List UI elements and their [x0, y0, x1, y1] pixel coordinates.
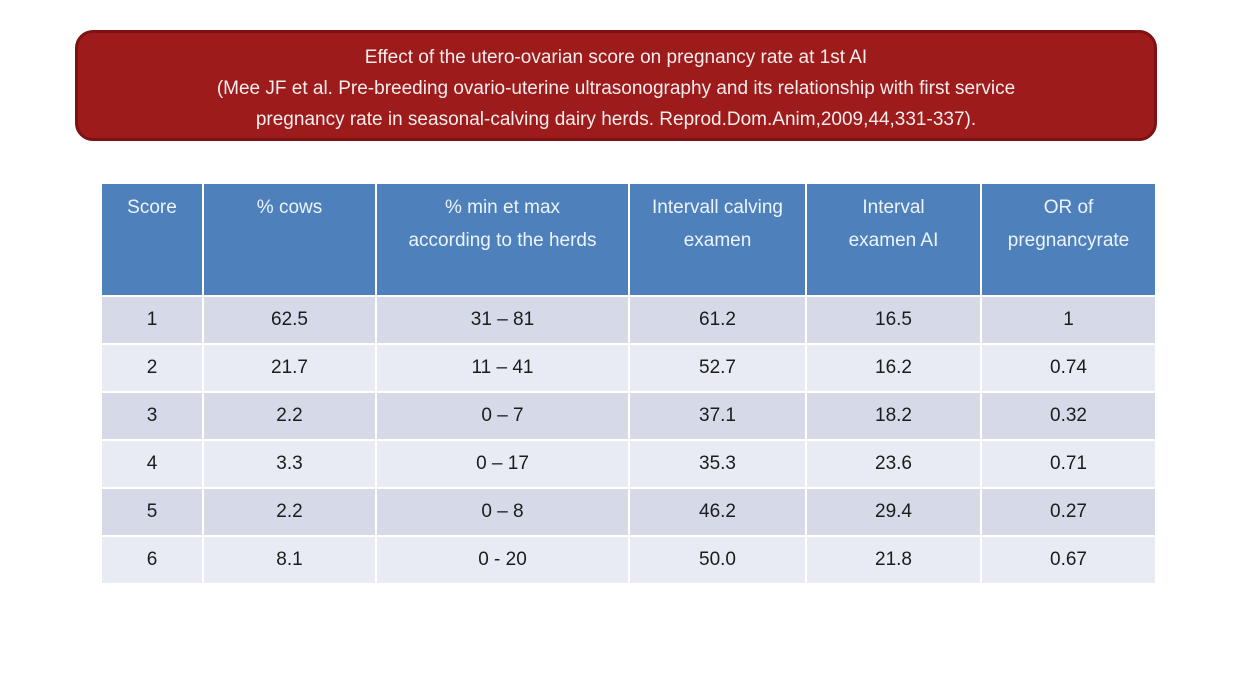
table-cell: 4: [100, 439, 204, 489]
table-cell: 6: [100, 535, 204, 585]
header-cell-interval-examen: Interval examen AI: [805, 182, 982, 297]
table-cell: 2.2: [202, 391, 377, 441]
table-cell: 21.8: [805, 535, 982, 585]
table-cell: 0.67: [980, 535, 1157, 585]
table-cell: 5: [100, 487, 204, 537]
table-cell: 0.71: [980, 439, 1157, 489]
table-cell: 52.7: [628, 343, 807, 393]
table-cell: 61.2: [628, 295, 807, 345]
title-line-2: (Mee JF et al. Pre-breeding ovario-uteri…: [216, 78, 1016, 99]
table-cell: 0 – 17: [375, 439, 630, 489]
table-cell: 8.1: [202, 535, 377, 585]
table-cell: 23.6: [805, 439, 982, 489]
table-cell: 21.7: [202, 343, 377, 393]
table-cell: 35.3: [628, 439, 807, 489]
table-body: 1 62.5 31 – 81 61.2 16.5 1 2 21.7 11 – 41 52.7 16.…: [100, 295, 1157, 585]
table-cell: 0 – 8: [375, 487, 630, 537]
header-cell-percent-cows: % cows: [202, 182, 377, 297]
header-cell-interval-calving: Intervall calving examen: [628, 182, 807, 297]
table-cell: 0 – 7: [375, 391, 630, 441]
header-cell-score: Score: [100, 182, 204, 297]
table-cell: 0.27: [980, 487, 1157, 537]
table-cell: 37.1: [628, 391, 807, 441]
table-cell: 0.32: [980, 391, 1157, 441]
table-cell: 29.4: [805, 487, 982, 537]
table-cell: 0.74: [980, 343, 1157, 393]
table-cell: 50.0: [628, 535, 807, 585]
table-row: 5 2.2 0 – 8 46.2 29.4 0.27: [100, 487, 1157, 537]
table-cell: 1: [980, 295, 1157, 345]
header-row: Score % cows % min et max according to t…: [100, 182, 1157, 297]
table-cell: 2: [100, 343, 204, 393]
title-box: Effect of the utero-ovarian score on pre…: [75, 30, 1157, 141]
table-row: 6 8.1 0 - 20 50.0 21.8 0.67: [100, 535, 1157, 585]
table-row: 1 62.5 31 – 81 61.2 16.5 1: [100, 295, 1157, 345]
table-cell: 16.2: [805, 343, 982, 393]
table-cell: 2.2: [202, 487, 377, 537]
table-cell: 3.3: [202, 439, 377, 489]
data-table: Score % cows % min et max according to t…: [100, 182, 1157, 585]
title-line-3: pregnancy rate in seasonal-calving dairy…: [255, 109, 977, 130]
table-cell: 18.2: [805, 391, 982, 441]
table-cell: 31 – 81: [375, 295, 630, 345]
header-cell-or-pregnancy: OR of pregnancyrate: [980, 182, 1157, 297]
title-line-1: Effect of the utero-ovarian score on pre…: [364, 47, 868, 68]
table-row: 2 21.7 11 – 41 52.7 16.2 0.74: [100, 343, 1157, 393]
table-row: 3 2.2 0 – 7 37.1 18.2 0.32: [100, 391, 1157, 441]
table-cell: 3: [100, 391, 204, 441]
table-cell: 1: [100, 295, 204, 345]
table-cell: 11 – 41: [375, 343, 630, 393]
table-row: 4 3.3 0 – 17 35.3 23.6 0.71: [100, 439, 1157, 489]
header-cell-min-max: % min et max according to the herds: [375, 182, 630, 297]
table-cell: 46.2: [628, 487, 807, 537]
table-cell: 16.5: [805, 295, 982, 345]
table-cell: 62.5: [202, 295, 377, 345]
table-cell: 0 - 20: [375, 535, 630, 585]
